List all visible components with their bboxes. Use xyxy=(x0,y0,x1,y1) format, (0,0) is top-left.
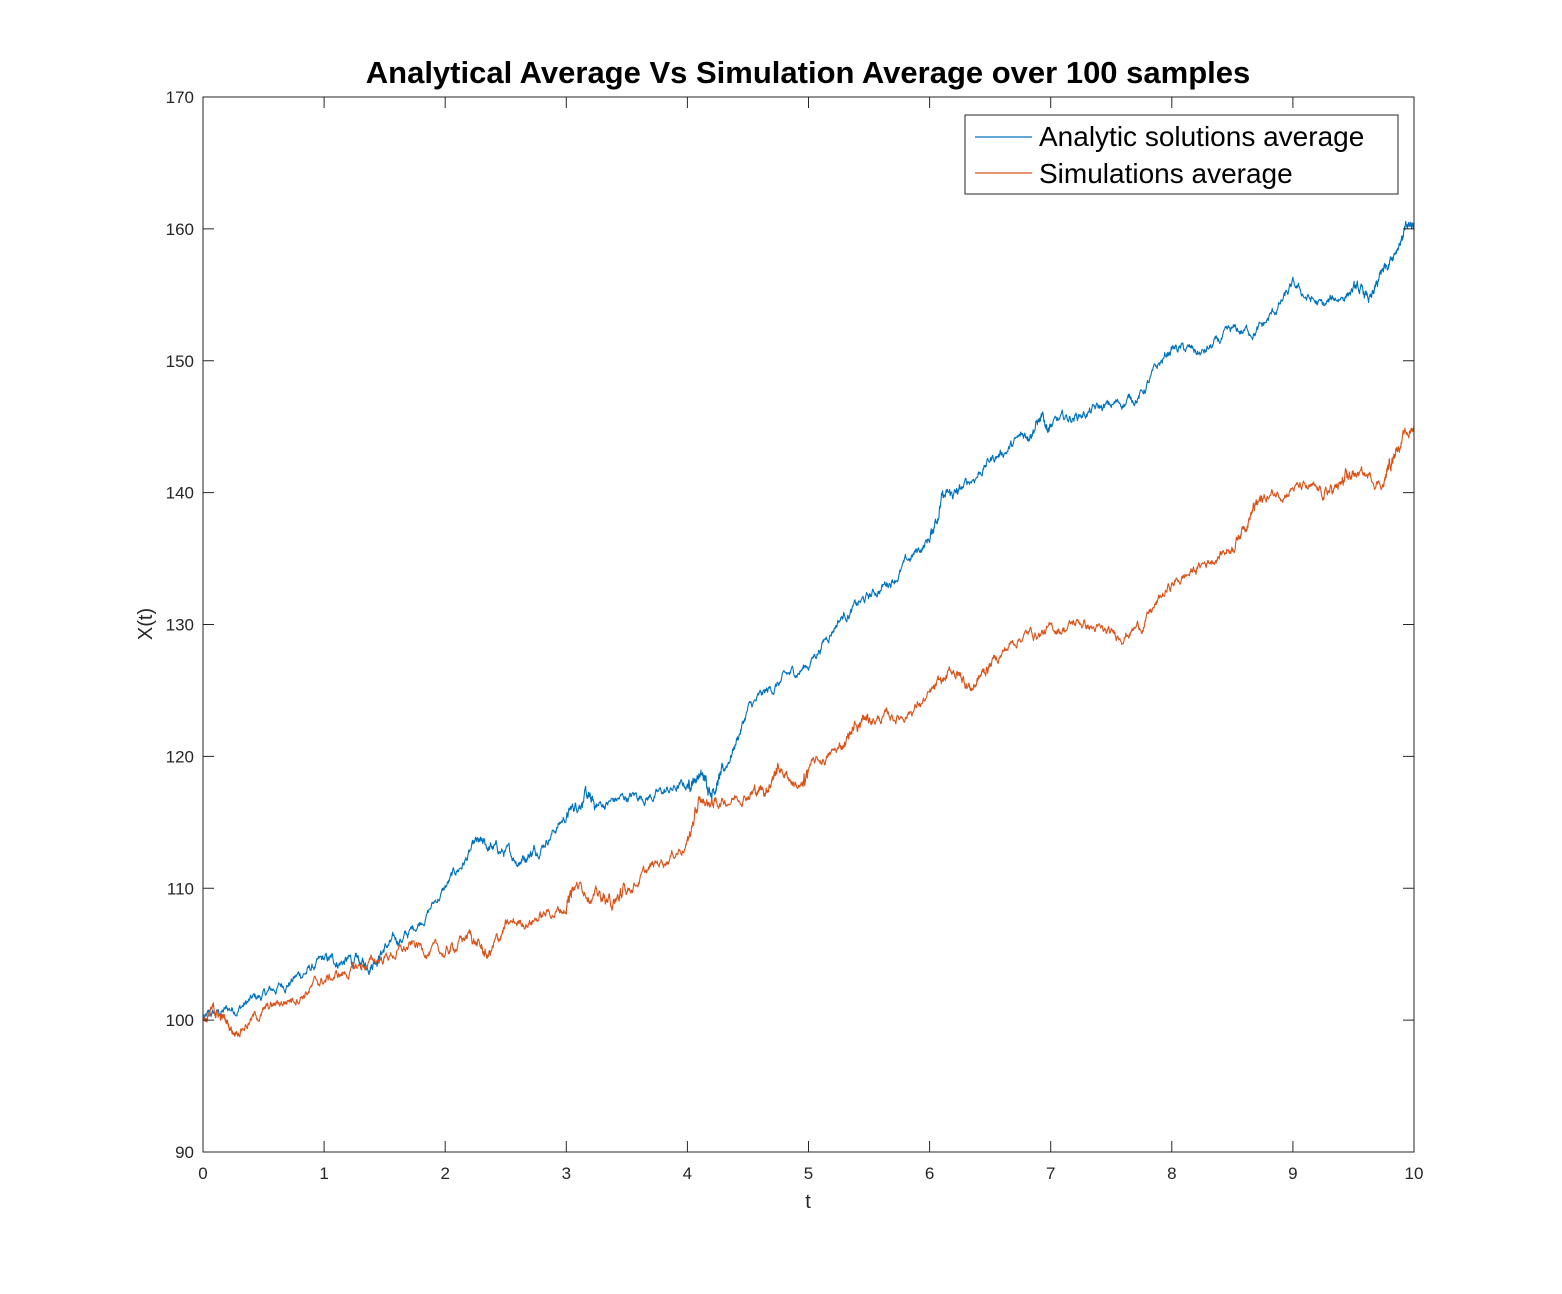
x-tick-label: 5 xyxy=(804,1164,813,1183)
x-tick-label: 2 xyxy=(440,1164,449,1183)
y-tick-label: 90 xyxy=(175,1143,194,1162)
plot-area xyxy=(203,97,1414,1152)
y-tick-label: 160 xyxy=(166,220,194,239)
x-tick-label: 8 xyxy=(1167,1164,1176,1183)
x-tick-label: 9 xyxy=(1288,1164,1297,1183)
x-axis: 0 1 2 3 4 5 6 7 8 9 10 xyxy=(198,97,1423,1183)
series-line-simulation xyxy=(202,426,1415,1038)
y-tick-label: 140 xyxy=(166,484,194,503)
x-tick-label: 6 xyxy=(925,1164,934,1183)
legend: Analytic solutions average Simulations a… xyxy=(964,114,1399,195)
y-tick-label: 100 xyxy=(166,1011,194,1030)
x-tick-label: 10 xyxy=(1405,1164,1424,1183)
legend-label-simulation: Simulations average xyxy=(1039,158,1293,189)
x-tick-label: 1 xyxy=(319,1164,328,1183)
legend-box xyxy=(964,114,1399,195)
y-tick-label: 120 xyxy=(166,747,194,766)
y-tick-label: 130 xyxy=(166,616,194,635)
y-tick-label: 110 xyxy=(167,879,194,898)
x-axis-label: t xyxy=(805,1191,811,1213)
series-layer xyxy=(202,220,1415,1038)
y-tick-label: 150 xyxy=(166,352,194,371)
legend-label-analytic: Analytic solutions average xyxy=(1039,121,1364,152)
series-line-analytic xyxy=(202,220,1415,1021)
y-tick-label: 170 xyxy=(166,88,194,107)
x-tick-label: 7 xyxy=(1046,1164,1055,1183)
chart-title: Analytical Average Vs Simulation Average… xyxy=(366,55,1250,90)
y-axis: 90 100 110 120 130 140 150 160 170 xyxy=(166,88,1414,1162)
x-tick-label: 0 xyxy=(198,1164,207,1183)
x-tick-label: 3 xyxy=(562,1164,571,1183)
x-tick-label: 4 xyxy=(683,1164,692,1183)
y-axis-label: X(t) xyxy=(135,608,157,640)
